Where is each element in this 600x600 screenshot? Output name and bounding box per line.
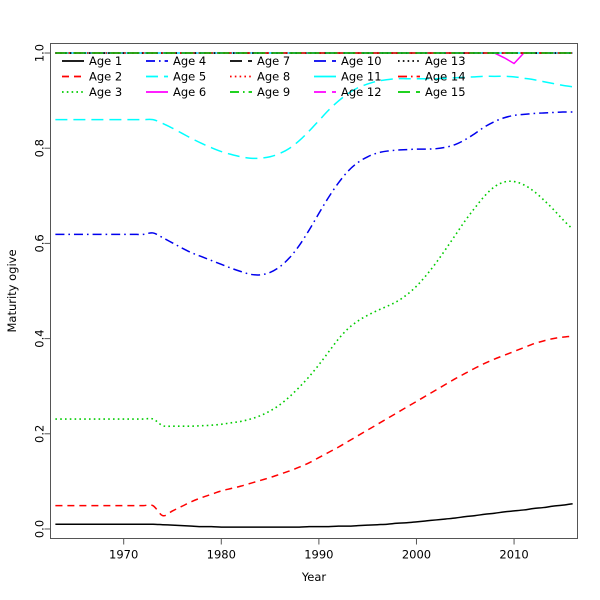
legend-label: Age 1 xyxy=(89,54,122,68)
series-group xyxy=(55,52,574,528)
y-tick-label: 1.0 xyxy=(33,44,47,62)
legend-label: Age 8 xyxy=(257,70,290,84)
x-tick-label: 2010 xyxy=(499,548,528,562)
y-tick-label: 0.0 xyxy=(33,520,47,538)
legend-item-age-1[interactable]: Age 1 xyxy=(62,54,122,68)
legend-item-age-2[interactable]: Age 2 xyxy=(62,70,122,84)
legend-item-age-9[interactable]: Age 9 xyxy=(230,85,290,99)
legend-item-age-14[interactable]: Age 14 xyxy=(398,70,466,84)
series-line-age-2 xyxy=(55,335,573,517)
legend-item-age-7[interactable]: Age 7 xyxy=(230,54,290,68)
legend-label: Age 3 xyxy=(89,85,122,99)
legend-label: Age 13 xyxy=(425,54,466,68)
legend-label: Age 2 xyxy=(89,70,122,84)
x-tick-label: 1990 xyxy=(304,548,333,562)
series-line-age-6 xyxy=(55,52,573,65)
x-tick-label: 1970 xyxy=(109,548,138,562)
y-tick-label: 0.8 xyxy=(33,139,47,157)
series-line-age-4 xyxy=(55,111,573,276)
legend-label: Age 5 xyxy=(173,70,206,84)
legend-item-age-3[interactable]: Age 3 xyxy=(62,85,122,99)
x-tick-label: 1980 xyxy=(207,548,236,562)
y-axis-title: Maturity ogive xyxy=(5,249,19,332)
legend-label: Age 9 xyxy=(257,85,290,99)
legend-label: Age 4 xyxy=(173,54,206,68)
legend-item-age-6[interactable]: Age 6 xyxy=(146,85,206,99)
y-tick-label: 0.4 xyxy=(33,329,47,347)
legend-item-age-12[interactable]: Age 12 xyxy=(314,85,382,99)
plot-box xyxy=(50,43,578,539)
legend-label: Age 7 xyxy=(257,54,290,68)
series-line-age-1 xyxy=(55,503,573,528)
x-tick-label: 2000 xyxy=(402,548,431,562)
x-axis-title: Year xyxy=(301,570,327,584)
legend-label: Age 6 xyxy=(173,85,206,99)
legend-item-age-11[interactable]: Age 11 xyxy=(314,70,382,84)
series-line-age-3 xyxy=(55,180,574,428)
legend-item-age-15[interactable]: Age 15 xyxy=(398,85,466,99)
legend-item-age-13[interactable]: Age 13 xyxy=(398,54,466,68)
legend-item-age-8[interactable]: Age 8 xyxy=(230,70,290,84)
legend-label: Age 15 xyxy=(425,85,466,99)
legend-label: Age 12 xyxy=(341,85,382,99)
legend-item-age-4[interactable]: Age 4 xyxy=(146,54,206,68)
legend-item-age-10[interactable]: Age 10 xyxy=(314,54,382,68)
series-line-age-5 xyxy=(55,75,573,160)
legend-label: Age 14 xyxy=(425,70,466,84)
y-tick-label: 0.6 xyxy=(33,234,47,252)
legend-label: Age 11 xyxy=(341,70,382,84)
y-tick-label: 0.2 xyxy=(33,425,47,443)
legend-label: Age 10 xyxy=(341,54,382,68)
legend-item-age-5[interactable]: Age 5 xyxy=(146,70,206,84)
